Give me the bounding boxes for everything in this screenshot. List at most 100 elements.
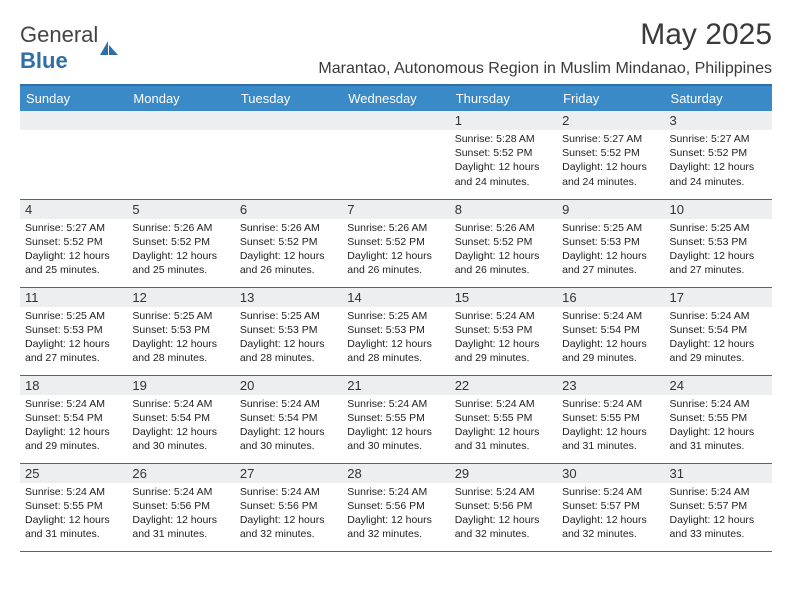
daylight-line: Daylight: 12 hours and 32 minutes. <box>455 514 540 540</box>
sunset-line: Sunset: 5:56 PM <box>455 500 533 512</box>
sunset-line: Sunset: 5:54 PM <box>562 324 640 336</box>
day-body: Sunrise: 5:25 AMSunset: 5:53 PMDaylight:… <box>665 219 772 282</box>
day-body: Sunrise: 5:24 AMSunset: 5:55 PMDaylight:… <box>20 483 127 546</box>
day-body: Sunrise: 5:24 AMSunset: 5:54 PMDaylight:… <box>235 395 342 458</box>
sunset-line: Sunset: 5:53 PM <box>455 324 533 336</box>
day-number: 8 <box>450 200 557 219</box>
calendar-day-cell: 31Sunrise: 5:24 AMSunset: 5:57 PMDayligh… <box>665 463 772 551</box>
daylight-line: Daylight: 12 hours and 25 minutes. <box>132 250 217 276</box>
daylight-line: Daylight: 12 hours and 24 minutes. <box>562 161 647 187</box>
sunset-line: Sunset: 5:52 PM <box>132 236 210 248</box>
sunrise-line: Sunrise: 5:24 AM <box>455 398 535 410</box>
sunset-line: Sunset: 5:54 PM <box>670 324 748 336</box>
sunrise-line: Sunrise: 5:26 AM <box>347 222 427 234</box>
calendar-day-cell: 4Sunrise: 5:27 AMSunset: 5:52 PMDaylight… <box>20 199 127 287</box>
day-body: Sunrise: 5:26 AMSunset: 5:52 PMDaylight:… <box>342 219 449 282</box>
day-body: Sunrise: 5:26 AMSunset: 5:52 PMDaylight:… <box>450 219 557 282</box>
sunset-line: Sunset: 5:52 PM <box>347 236 425 248</box>
day-number: 19 <box>127 376 234 395</box>
calendar-day-cell: 18Sunrise: 5:24 AMSunset: 5:54 PMDayligh… <box>20 375 127 463</box>
day-number: 12 <box>127 288 234 307</box>
calendar-day-cell: 13Sunrise: 5:25 AMSunset: 5:53 PMDayligh… <box>235 287 342 375</box>
sunset-line: Sunset: 5:56 PM <box>240 500 318 512</box>
day-body: Sunrise: 5:25 AMSunset: 5:53 PMDaylight:… <box>342 307 449 370</box>
daylight-line: Daylight: 12 hours and 31 minutes. <box>25 514 110 540</box>
calendar-day-cell: 25Sunrise: 5:24 AMSunset: 5:55 PMDayligh… <box>20 463 127 551</box>
sunrise-line: Sunrise: 5:25 AM <box>347 310 427 322</box>
sunset-line: Sunset: 5:56 PM <box>347 500 425 512</box>
day-number: 18 <box>20 376 127 395</box>
daylight-line: Daylight: 12 hours and 27 minutes. <box>562 250 647 276</box>
day-body: Sunrise: 5:25 AMSunset: 5:53 PMDaylight:… <box>20 307 127 370</box>
sunset-line: Sunset: 5:52 PM <box>562 147 640 159</box>
day-body: Sunrise: 5:24 AMSunset: 5:54 PMDaylight:… <box>20 395 127 458</box>
logo-sail-icon <box>100 41 120 55</box>
day-body: Sunrise: 5:24 AMSunset: 5:55 PMDaylight:… <box>342 395 449 458</box>
calendar-day-cell: 28Sunrise: 5:24 AMSunset: 5:56 PMDayligh… <box>342 463 449 551</box>
day-number: 31 <box>665 464 772 483</box>
day-body: Sunrise: 5:24 AM Sunset: 5:56 PM Daylight:… <box>450 483 557 546</box>
sunrise-line: Sunrise: 5:24 AM <box>240 486 320 498</box>
day-body: Sunrise: 5:24 AMSunset: 5:54 PMDaylight:… <box>127 395 234 458</box>
sunrise-line: Sunrise: 5:25 AM <box>25 310 105 322</box>
daylight-line: Daylight: 12 hours and 28 minutes. <box>240 338 325 364</box>
day-body <box>342 130 449 136</box>
day-number: 17 <box>665 288 772 307</box>
sunset-line: Sunset: 5:52 PM <box>25 236 103 248</box>
daylight-line: Daylight: 12 hours and 30 minutes. <box>240 426 325 452</box>
day-body: Sunrise: 5:24 AMSunset: 5:55 PMDaylight:… <box>665 395 772 458</box>
sunrise-line: Sunrise: 5:28 AM <box>455 133 535 145</box>
sunrise-line: Sunrise: 5:26 AM <box>455 222 535 234</box>
day-body: Sunrise: 5:24 AMSunset: 5:56 PMDaylight:… <box>342 483 449 546</box>
sunset-line: Sunset: 5:52 PM <box>240 236 318 248</box>
calendar-week-row: 25Sunrise: 5:24 AMSunset: 5:55 PMDayligh… <box>20 463 772 551</box>
day-number: 5 <box>127 200 234 219</box>
sunrise-line: Sunrise: 5:24 AM <box>670 398 750 410</box>
calendar-day-cell: 27Sunrise: 5:24 AMSunset: 5:56 PMDayligh… <box>235 463 342 551</box>
day-number: 28 <box>342 464 449 483</box>
sunrise-line: Sunrise: 5:24 AM <box>455 310 535 322</box>
page-title: May 2025 <box>318 18 772 52</box>
daylight-line: Daylight: 12 hours and 26 minutes. <box>240 250 325 276</box>
calendar-day-cell: 2 Sunrise: 5:27 AM Sunset: 5:52 PM Daylight… <box>557 111 664 199</box>
sunrise-line: Sunrise: 5:24 AM <box>25 486 105 498</box>
sunset-line: Sunset: 5:52 PM <box>670 147 748 159</box>
calendar-week-row: 11Sunrise: 5:25 AMSunset: 5:53 PMDayligh… <box>20 287 772 375</box>
calendar-day-cell: 3Sunrise: 5:27 AMSunset: 5:52 PMDaylight… <box>665 111 772 199</box>
daylight-line: Daylight: 12 hours and 30 minutes. <box>347 426 432 452</box>
day-body: Sunrise: 5:24 AMSunset: 5:56 PMDaylight:… <box>127 483 234 546</box>
weekday-header: Saturday <box>665 86 772 111</box>
sunrise-line: Sunrise: 5:24 AM <box>455 486 535 498</box>
calendar-day-cell: 1Sunrise: 5:28 AMSunset: 5:52 PMDaylight… <box>450 111 557 199</box>
calendar-week-row: 18Sunrise: 5:24 AMSunset: 5:54 PMDayligh… <box>20 375 772 463</box>
sunset-line: Sunset: 5:53 PM <box>132 324 210 336</box>
calendar-week-row: 1Sunrise: 5:28 AMSunset: 5:52 PMDaylight… <box>20 111 772 199</box>
daylight-line: Daylight: 12 hours and 24 minutes. <box>455 161 540 187</box>
weekday-header: Wednesday <box>342 86 449 111</box>
calendar-day-cell: 30Sunrise: 5:24 AMSunset: 5:57 PMDayligh… <box>557 463 664 551</box>
sunrise-line: Sunrise: 5:25 AM <box>562 222 642 234</box>
day-body: Sunrise: 5:26 AM Sunset: 5:52 PM Daylight:… <box>127 219 234 282</box>
day-number: 7 <box>342 200 449 219</box>
sunset-line: Sunset: 5:54 PM <box>25 412 103 424</box>
calendar-day-cell: 17Sunrise: 5:24 AMSunset: 5:54 PMDayligh… <box>665 287 772 375</box>
daylight-line: Daylight: 12 hours and 31 minutes. <box>132 514 217 540</box>
daylight-line: Daylight: 12 hours and 32 minutes. <box>347 514 432 540</box>
day-number: 2 <box>557 111 664 130</box>
logo-word-a: General <box>20 22 98 47</box>
sunset-line: Sunset: 5:52 PM <box>455 147 533 159</box>
day-body: Sunrise: 5:24 AMSunset: 5:54 PMDaylight:… <box>665 307 772 370</box>
sunrise-line: Sunrise: 5:26 AM <box>132 222 212 234</box>
day-body: Sunrise: 5:24 AMSunset: 5:55 PMDaylight:… <box>557 395 664 458</box>
day-body: Sunrise: 5:25 AMSunset: 5:53 PMDaylight:… <box>557 219 664 282</box>
sunset-line: Sunset: 5:53 PM <box>347 324 425 336</box>
day-body: Sunrise: 5:24 AMSunset: 5:57 PMDaylight:… <box>557 483 664 546</box>
weekday-header: Tuesday <box>235 86 342 111</box>
calendar-day-cell: 23Sunrise: 5:24 AMSunset: 5:55 PMDayligh… <box>557 375 664 463</box>
page-subtitle: Marantao, Autonomous Region in Muslim Mi… <box>318 60 772 78</box>
weekday-header: Sunday <box>20 86 127 111</box>
sunrise-line: Sunrise: 5:27 AM <box>562 133 642 145</box>
sunrise-line: Sunrise: 5:24 AM <box>562 486 642 498</box>
calendar-week-row: 4Sunrise: 5:27 AMSunset: 5:52 PMDaylight… <box>20 199 772 287</box>
day-body <box>20 130 127 136</box>
